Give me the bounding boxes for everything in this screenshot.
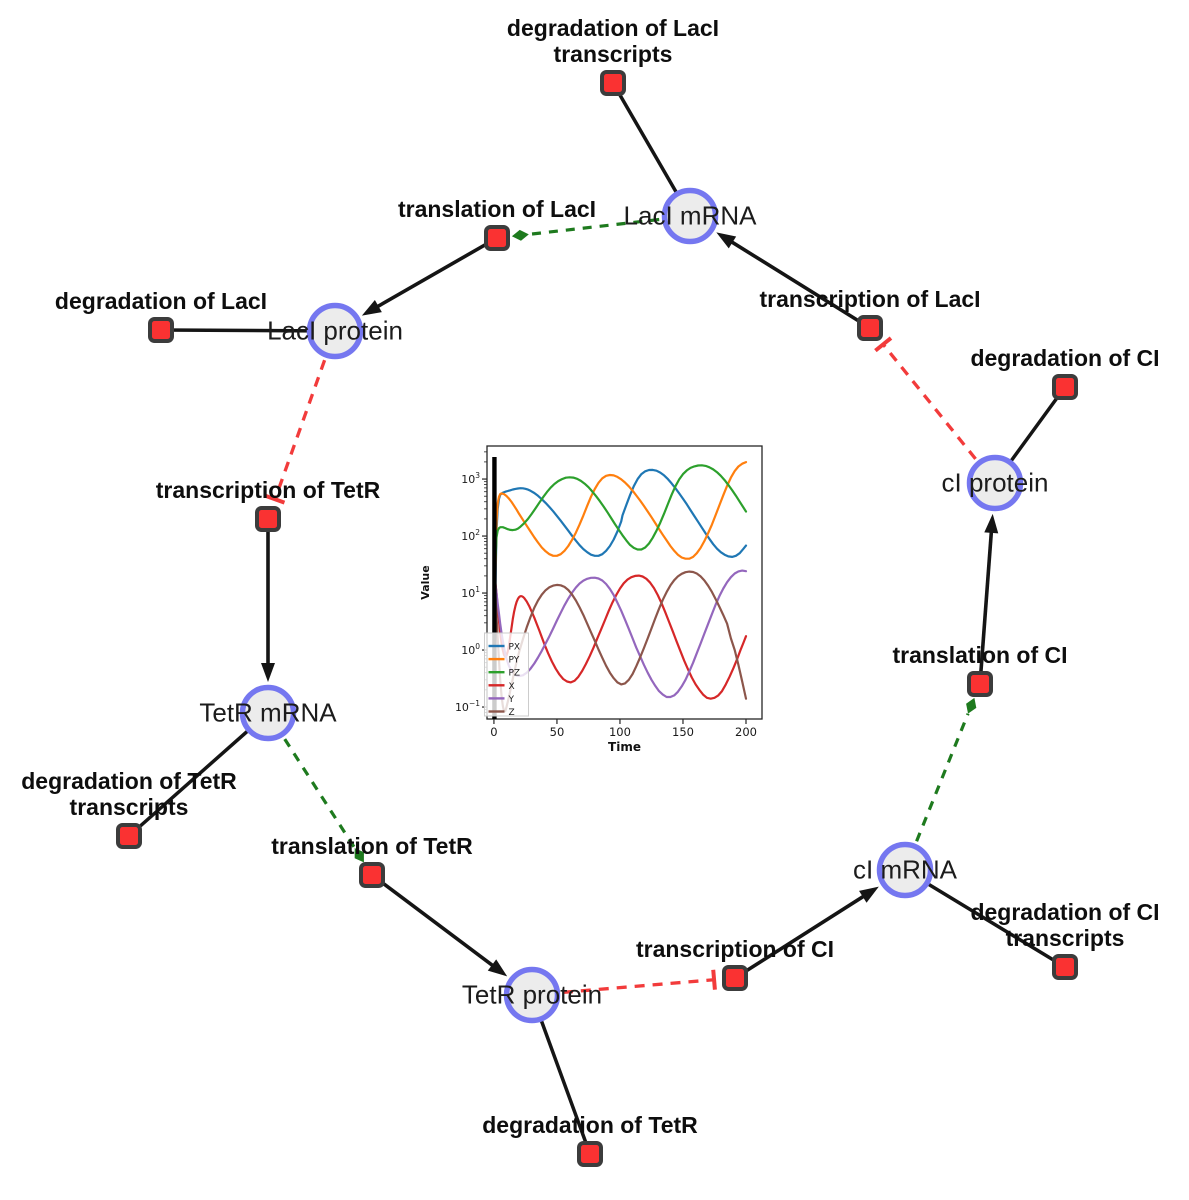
edge-production-txn_ci-ci_mrna xyxy=(734,886,879,980)
arrowhead xyxy=(261,663,275,682)
inhibition-bar xyxy=(711,969,717,990)
edge-production-transl_ci-ci_protein xyxy=(978,513,999,685)
reaction-node-deg_ci_tx[interactable] xyxy=(1052,954,1078,980)
x-tick-label: 150 xyxy=(672,725,694,739)
x-axis-label: Time xyxy=(608,740,641,754)
modifier-arrowhead xyxy=(354,848,364,863)
inhibition-bar xyxy=(264,493,286,505)
edge-production-transl_tetr-tetr_protein xyxy=(370,873,508,977)
edge-inhibition-ci_protein-txn_laci xyxy=(874,336,977,460)
nodes-layer xyxy=(116,70,1078,1167)
y-tick-label: 10−1 xyxy=(455,699,480,714)
edge-modifier-tetr_mrna-transl_tetr xyxy=(283,738,364,863)
arrowhead xyxy=(716,232,737,249)
reaction-node-transl_laci[interactable] xyxy=(484,225,510,251)
edge-consumption-laci_protein-deg_laci xyxy=(160,328,336,333)
inhibition-bar xyxy=(874,336,893,353)
species-node-laci_protein[interactable] xyxy=(306,302,364,360)
series-PX xyxy=(493,468,748,717)
y-tick-label: 103 xyxy=(461,471,480,486)
arrowhead xyxy=(361,300,382,316)
reaction-node-transl_tetr[interactable] xyxy=(359,862,385,888)
reaction-node-deg_tetr_tx[interactable] xyxy=(116,823,142,849)
edge-inhibition-tetr_protein-txn_ci xyxy=(562,969,717,995)
legend-label-PZ: PZ xyxy=(509,669,521,679)
y-tick-label: 100 xyxy=(461,642,480,657)
legend-label-PY: PY xyxy=(509,656,520,666)
series-PY xyxy=(493,460,748,717)
arrowhead xyxy=(859,886,879,903)
legend-label-Z: Z xyxy=(509,708,515,718)
edge-modifier-laci_mrna-transl_laci xyxy=(511,217,660,241)
species-node-tetr_protein[interactable] xyxy=(503,966,561,1024)
y-tick-label: 101 xyxy=(461,585,480,600)
reaction-node-txn_tetr[interactable] xyxy=(255,506,281,532)
timecourse-plot: 103 102 101 100 10−1 0 50 100 150 200 Time Value PX P… xyxy=(408,428,783,768)
y-axis-label: Value xyxy=(419,565,432,599)
species-node-laci_mrna[interactable] xyxy=(661,187,719,245)
modifier-arrowhead xyxy=(511,229,529,241)
edges-layer xyxy=(127,82,1067,1155)
edge-production-txn_tetr-tetr_mrna xyxy=(261,519,275,682)
y-tick-label: 102 xyxy=(461,528,480,543)
legend-label-Y: Y xyxy=(508,695,515,705)
arrowhead xyxy=(984,513,999,534)
legend-label-X: X xyxy=(509,682,515,692)
x-tick-label: 100 xyxy=(609,725,631,739)
legend-label-PX: PX xyxy=(509,643,521,653)
reaction-node-transl_ci[interactable] xyxy=(967,671,993,697)
series-PZ xyxy=(493,464,748,717)
edge-production-txn_laci-laci_mrna xyxy=(716,232,871,330)
species-node-ci_mrna[interactable] xyxy=(876,841,934,899)
x-tick-label: 0 xyxy=(490,725,497,739)
edge-consumption-tetr_mrna-deg_tetr_tx xyxy=(127,711,270,838)
reaction-node-deg_ci[interactable] xyxy=(1052,374,1078,400)
edge-inhibition-laci_protein-txn_tetr xyxy=(264,359,327,505)
x-tick-label: 200 xyxy=(735,725,757,739)
chart-legend: PX PY PZ XYZ xyxy=(484,632,529,718)
x-tick-label: 50 xyxy=(550,725,565,739)
series-X xyxy=(493,572,748,700)
edge-modifier-ci_mrna-transl_ci xyxy=(915,697,977,842)
modifier-arrowhead xyxy=(966,697,977,714)
reaction-node-deg_tetr[interactable] xyxy=(577,1141,603,1167)
species-node-tetr_mrna[interactable] xyxy=(239,684,297,742)
species-node-ci_protein[interactable] xyxy=(966,454,1024,512)
reaction-node-deg_laci_tx[interactable] xyxy=(600,70,626,96)
arrowhead xyxy=(487,959,508,977)
edge-consumption-ci_mrna-deg_ci_tx xyxy=(904,868,1066,969)
reaction-node-txn_laci[interactable] xyxy=(857,315,883,341)
reaction-node-deg_laci[interactable] xyxy=(148,317,174,343)
reaction-node-txn_ci[interactable] xyxy=(722,965,748,991)
edge-production-transl_laci-laci_protein xyxy=(361,236,498,316)
